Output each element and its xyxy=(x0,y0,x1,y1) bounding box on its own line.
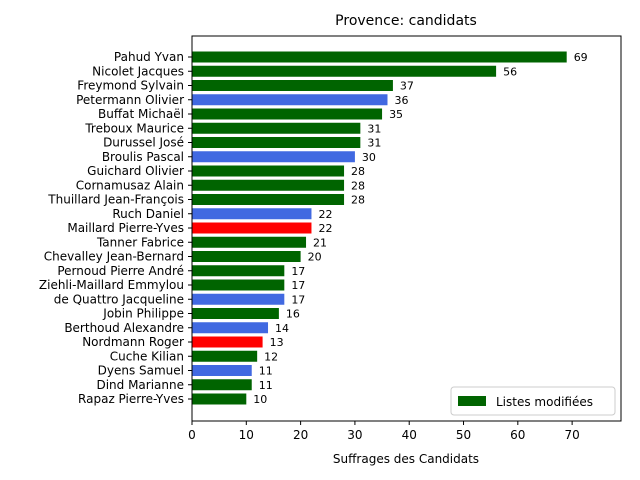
bar xyxy=(192,308,279,319)
bar-value-label: 31 xyxy=(367,137,381,150)
legend-label: Listes modifiées xyxy=(496,395,593,409)
x-tick-label: 70 xyxy=(564,428,579,442)
bar-value-label: 28 xyxy=(351,179,365,192)
bar-value-label: 12 xyxy=(264,350,278,363)
bar xyxy=(192,51,567,63)
x-tick-label: 30 xyxy=(347,428,362,442)
bar xyxy=(192,94,388,106)
bar xyxy=(192,265,285,277)
x-tick-label: 0 xyxy=(188,428,196,442)
bar xyxy=(192,279,285,291)
x-tick-label: 10 xyxy=(239,428,254,442)
chart-title: Provence: candidats xyxy=(335,13,477,29)
y-tick-label: Nordmann Roger xyxy=(82,335,184,349)
bar-value-label: 11 xyxy=(259,379,273,392)
bar-value-label: 17 xyxy=(291,265,305,278)
y-tick-label: Thuillard Jean-François xyxy=(47,193,184,207)
bar-value-label: 56 xyxy=(503,65,517,78)
x-tick-label: 60 xyxy=(510,428,525,442)
bar-value-label: 22 xyxy=(318,208,332,221)
y-tick-label: Nicolet Jacques xyxy=(92,64,184,78)
bar-value-label: 14 xyxy=(275,322,289,335)
legend-swatch xyxy=(458,396,486,406)
x-axis-title: Suffrages des Candidats xyxy=(333,452,479,466)
y-tick-label: Ziehli-Maillard Emmylou xyxy=(39,278,184,292)
bar xyxy=(192,194,345,205)
bar xyxy=(192,122,361,134)
bar xyxy=(192,179,345,191)
bar-value-label: 17 xyxy=(291,279,305,292)
y-tick-label: Cornamusaz Alain xyxy=(76,178,184,192)
y-tick-label: Chevalley Jean-Bernard xyxy=(44,250,184,264)
bar xyxy=(192,251,301,262)
y-tick-label: de Quattro Jacqueline xyxy=(54,292,184,306)
y-tick-label: Ruch Daniel xyxy=(112,207,184,221)
y-tick-label: Cuche Kilian xyxy=(110,349,184,363)
bar-value-label: 37 xyxy=(400,80,414,93)
bar-value-label: 10 xyxy=(253,393,267,406)
bar-value-label: 35 xyxy=(389,108,403,121)
bar xyxy=(192,108,383,120)
bar xyxy=(192,350,258,362)
bar xyxy=(192,222,312,234)
y-tick-label: Rapaz Pierre-Yves xyxy=(78,392,184,406)
y-tick-label: Berthoud Alexandre xyxy=(64,321,184,335)
bar xyxy=(192,365,252,376)
bar xyxy=(192,208,312,220)
y-tick-label: Maillard Pierre-Yves xyxy=(67,221,184,235)
bar xyxy=(192,336,263,348)
x-tick-label: 50 xyxy=(456,428,471,442)
bar-value-label: 13 xyxy=(270,336,284,349)
bar-value-label: 69 xyxy=(574,51,588,64)
legend: Listes modifiées xyxy=(450,386,616,416)
bar-value-label: 17 xyxy=(291,293,305,306)
y-tick-label: Pernoud Pierre André xyxy=(57,264,184,278)
bar xyxy=(192,236,307,248)
bar-value-label: 28 xyxy=(351,165,365,178)
y-tick-label: Dyens Samuel xyxy=(98,364,184,378)
y-tick-label: Freymond Sylvain xyxy=(77,79,184,93)
bar-value-label: 31 xyxy=(367,122,381,135)
bar xyxy=(192,80,393,91)
bar-value-label: 30 xyxy=(362,151,376,164)
bar xyxy=(192,393,247,405)
y-tick-label: Broulis Pascal xyxy=(102,150,184,164)
bars-layer xyxy=(192,51,567,405)
bar-value-labels: 6956373635313130282828222221201717171614… xyxy=(253,51,587,406)
bar xyxy=(192,151,355,163)
x-ticks: 0 10 20 30 40 50 60 70 xyxy=(188,421,580,442)
bar-value-label: 11 xyxy=(259,365,273,378)
bar xyxy=(192,379,252,391)
y-tick-label: Guichard Olivier xyxy=(87,164,184,178)
y-tick-label: Durussel José xyxy=(103,136,184,150)
bar-value-label: 36 xyxy=(394,94,408,107)
bar-value-label: 28 xyxy=(351,194,365,207)
bar-value-label: 20 xyxy=(308,251,322,264)
legend-box xyxy=(450,386,616,416)
x-tick-label: 20 xyxy=(293,428,308,442)
bar-value-label: 21 xyxy=(313,236,327,249)
y-tick-label: Tanner Fabrice xyxy=(96,235,184,249)
x-tick-label: 40 xyxy=(402,428,417,442)
y-tick-label: Jobin Philippe xyxy=(102,307,184,321)
y-tick-label: Pahud Yvan xyxy=(114,50,184,64)
plot-frame xyxy=(191,35,622,422)
y-tick-label: Treboux Maurice xyxy=(84,121,184,135)
bar xyxy=(192,293,285,305)
y-tick-label: Buffat Michaël xyxy=(98,107,184,121)
y-tick-label: Petermann Olivier xyxy=(76,93,184,107)
bar xyxy=(192,65,497,77)
y-tick-label: Dind Marianne xyxy=(96,378,184,392)
bar xyxy=(192,322,269,334)
bar-value-label: 22 xyxy=(318,222,332,235)
bar-value-label: 16 xyxy=(286,308,300,321)
bar xyxy=(192,165,345,177)
bar xyxy=(192,137,361,148)
